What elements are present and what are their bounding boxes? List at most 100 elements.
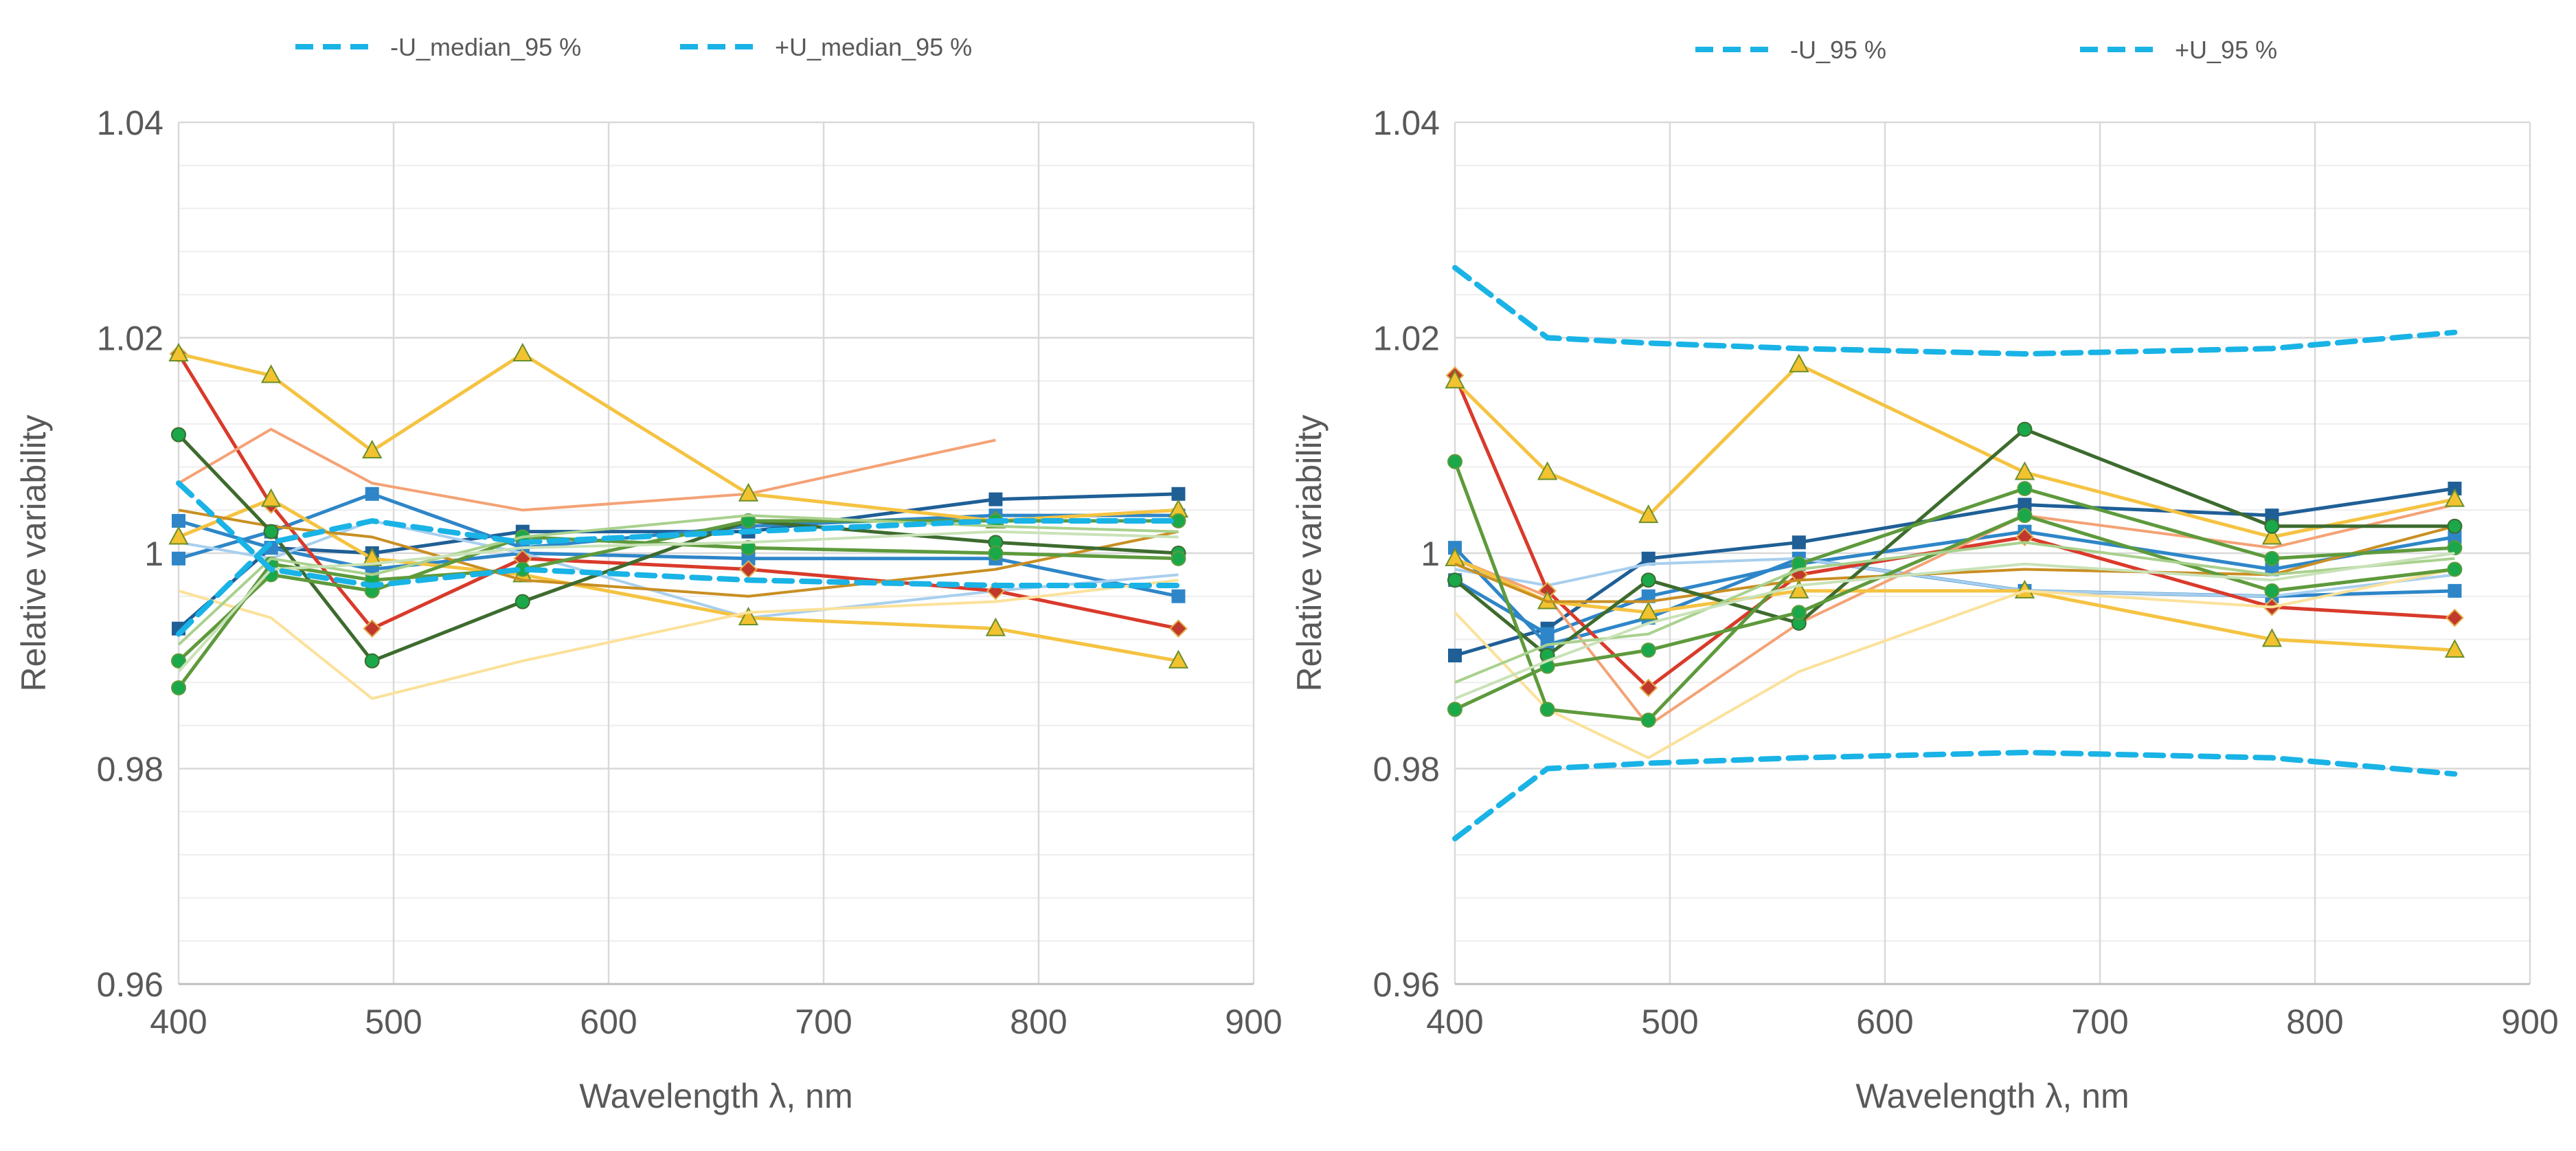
data-point-circle — [171, 680, 186, 695]
series-12 — [1447, 454, 2463, 728]
x-axis-title: Wavelength λ, nm — [1855, 1077, 2129, 1115]
series-7 — [1445, 353, 2465, 545]
data-point-square — [2448, 583, 2462, 598]
x-tick-label: 900 — [2501, 1003, 2558, 1041]
x-tick-label: 500 — [1641, 1003, 1698, 1041]
data-point-circle — [741, 513, 756, 528]
y-tick-label: 1 — [1421, 535, 1440, 573]
data-point-square — [2448, 530, 2462, 544]
data-point-triangle — [738, 482, 759, 502]
data-point-triangle — [2261, 628, 2283, 647]
series-line — [178, 579, 1179, 700]
data-point-circle — [1640, 642, 1656, 658]
data-point-circle — [2264, 583, 2280, 599]
series-9 — [1454, 568, 2455, 759]
y-tick-label: 0.98 — [1373, 750, 1440, 789]
legend-label: -U_95 % — [1790, 36, 1886, 64]
y-tick-label: 0.96 — [1373, 965, 1440, 1004]
x-tick-label: 900 — [1225, 1003, 1282, 1041]
series-5 — [169, 344, 1188, 638]
series-14 — [177, 514, 1179, 646]
data-point-square — [1641, 551, 1656, 566]
data-point-circle — [741, 540, 756, 556]
legend-label: -U_median_95 % — [390, 33, 581, 61]
y-tick-label: 1.04 — [97, 104, 163, 142]
data-point-circle — [1640, 712, 1656, 728]
data-point-square — [1448, 648, 1462, 662]
series-line — [1454, 541, 2455, 684]
x-tick-label: 700 — [795, 1003, 852, 1041]
y-tick-label: 1 — [144, 535, 163, 573]
y-tick-label: 1.02 — [1373, 320, 1440, 358]
data-point-circle — [2447, 518, 2463, 534]
data-point-circle — [2017, 508, 2033, 524]
data-point-triangle — [2444, 488, 2465, 507]
x-tick-label: 600 — [1856, 1003, 1913, 1041]
series-14 — [1454, 541, 2455, 684]
data-point-triangle — [2261, 526, 2283, 545]
data-point-circle — [1640, 572, 1656, 588]
series-2 — [1448, 524, 2462, 641]
data-point-circle — [2017, 480, 2033, 496]
x-tick-label: 400 — [1426, 1003, 1483, 1041]
data-point-triangle — [362, 439, 383, 459]
data-point-circle — [1539, 702, 1555, 717]
data-point-circle — [988, 546, 1004, 561]
band-line-2 — [1452, 749, 2458, 842]
data-point-triangle — [2444, 638, 2465, 658]
data-point-triangle — [738, 606, 759, 626]
y-tick-label: 0.96 — [97, 965, 163, 1004]
chart-panel-2: 400 500 600 700 800 900 0.96 0.98 1 1.02 1.04 Wavel… — [1290, 36, 2559, 1115]
data-point-triangle — [260, 364, 282, 383]
legend-entry-2: +U_median_95 % — [680, 33, 972, 61]
data-point-square — [1540, 627, 1555, 641]
data-point-triangle — [168, 526, 189, 545]
data-point-square — [2265, 509, 2279, 523]
data-point-diamond — [1169, 619, 1188, 638]
data-point-square — [172, 513, 185, 528]
data-point-triangle — [168, 342, 189, 362]
data-point-square — [1171, 487, 1186, 501]
data-point-circle — [2264, 550, 2280, 566]
chart-panel-1: 400 500 600 700 800 900 0.96 0.98 1 1.02 1.04 Wavel… — [14, 33, 1283, 1115]
series-line — [178, 352, 1179, 523]
data-point-circle — [263, 524, 279, 539]
data-point-square — [2018, 498, 2032, 512]
data-point-diamond — [2445, 608, 2464, 627]
y-axis-title: Relative variability — [1290, 415, 1329, 692]
legend-entry-2: +U_95 % — [2080, 36, 2277, 64]
series-5 — [1445, 366, 2464, 697]
data-point-square — [1641, 589, 1656, 603]
legend-entry-1: -U_median_95 % — [295, 33, 581, 61]
band-line-1 — [176, 480, 1182, 589]
data-point-circle — [1171, 550, 1186, 566]
series-15 — [1454, 552, 2455, 700]
data-point-square — [1792, 535, 1806, 550]
data-point-circle — [2264, 518, 2280, 534]
data-point-triangle — [1445, 370, 1465, 389]
series-11 — [1447, 421, 2463, 663]
data-point-triangle — [1789, 353, 1809, 372]
data-point-diamond — [2015, 528, 2034, 546]
data-point-square — [365, 487, 379, 501]
y-tick-label: 1.04 — [1373, 104, 1440, 142]
x-tick-label: 400 — [150, 1003, 207, 1041]
data-point-circle — [2017, 421, 2033, 437]
data-point-triangle — [1789, 579, 1809, 599]
y-tick-label: 0.98 — [97, 750, 163, 789]
x-tick-label: 800 — [1010, 1003, 1067, 1041]
data-point-square — [172, 551, 185, 566]
x-tick-label: 700 — [2071, 1003, 2128, 1041]
data-point-triangle — [260, 488, 282, 507]
series-9 — [178, 579, 1179, 700]
data-point-circle — [171, 427, 186, 443]
y-axis-title: Relative variability — [14, 415, 53, 692]
band-line-1 — [1452, 265, 2458, 357]
data-point-triangle — [1638, 601, 1659, 621]
data-point-circle — [2447, 540, 2463, 556]
data-point-circle — [364, 653, 380, 669]
legend-label: +U_median_95 % — [775, 33, 972, 61]
data-point-triangle — [985, 617, 1006, 636]
